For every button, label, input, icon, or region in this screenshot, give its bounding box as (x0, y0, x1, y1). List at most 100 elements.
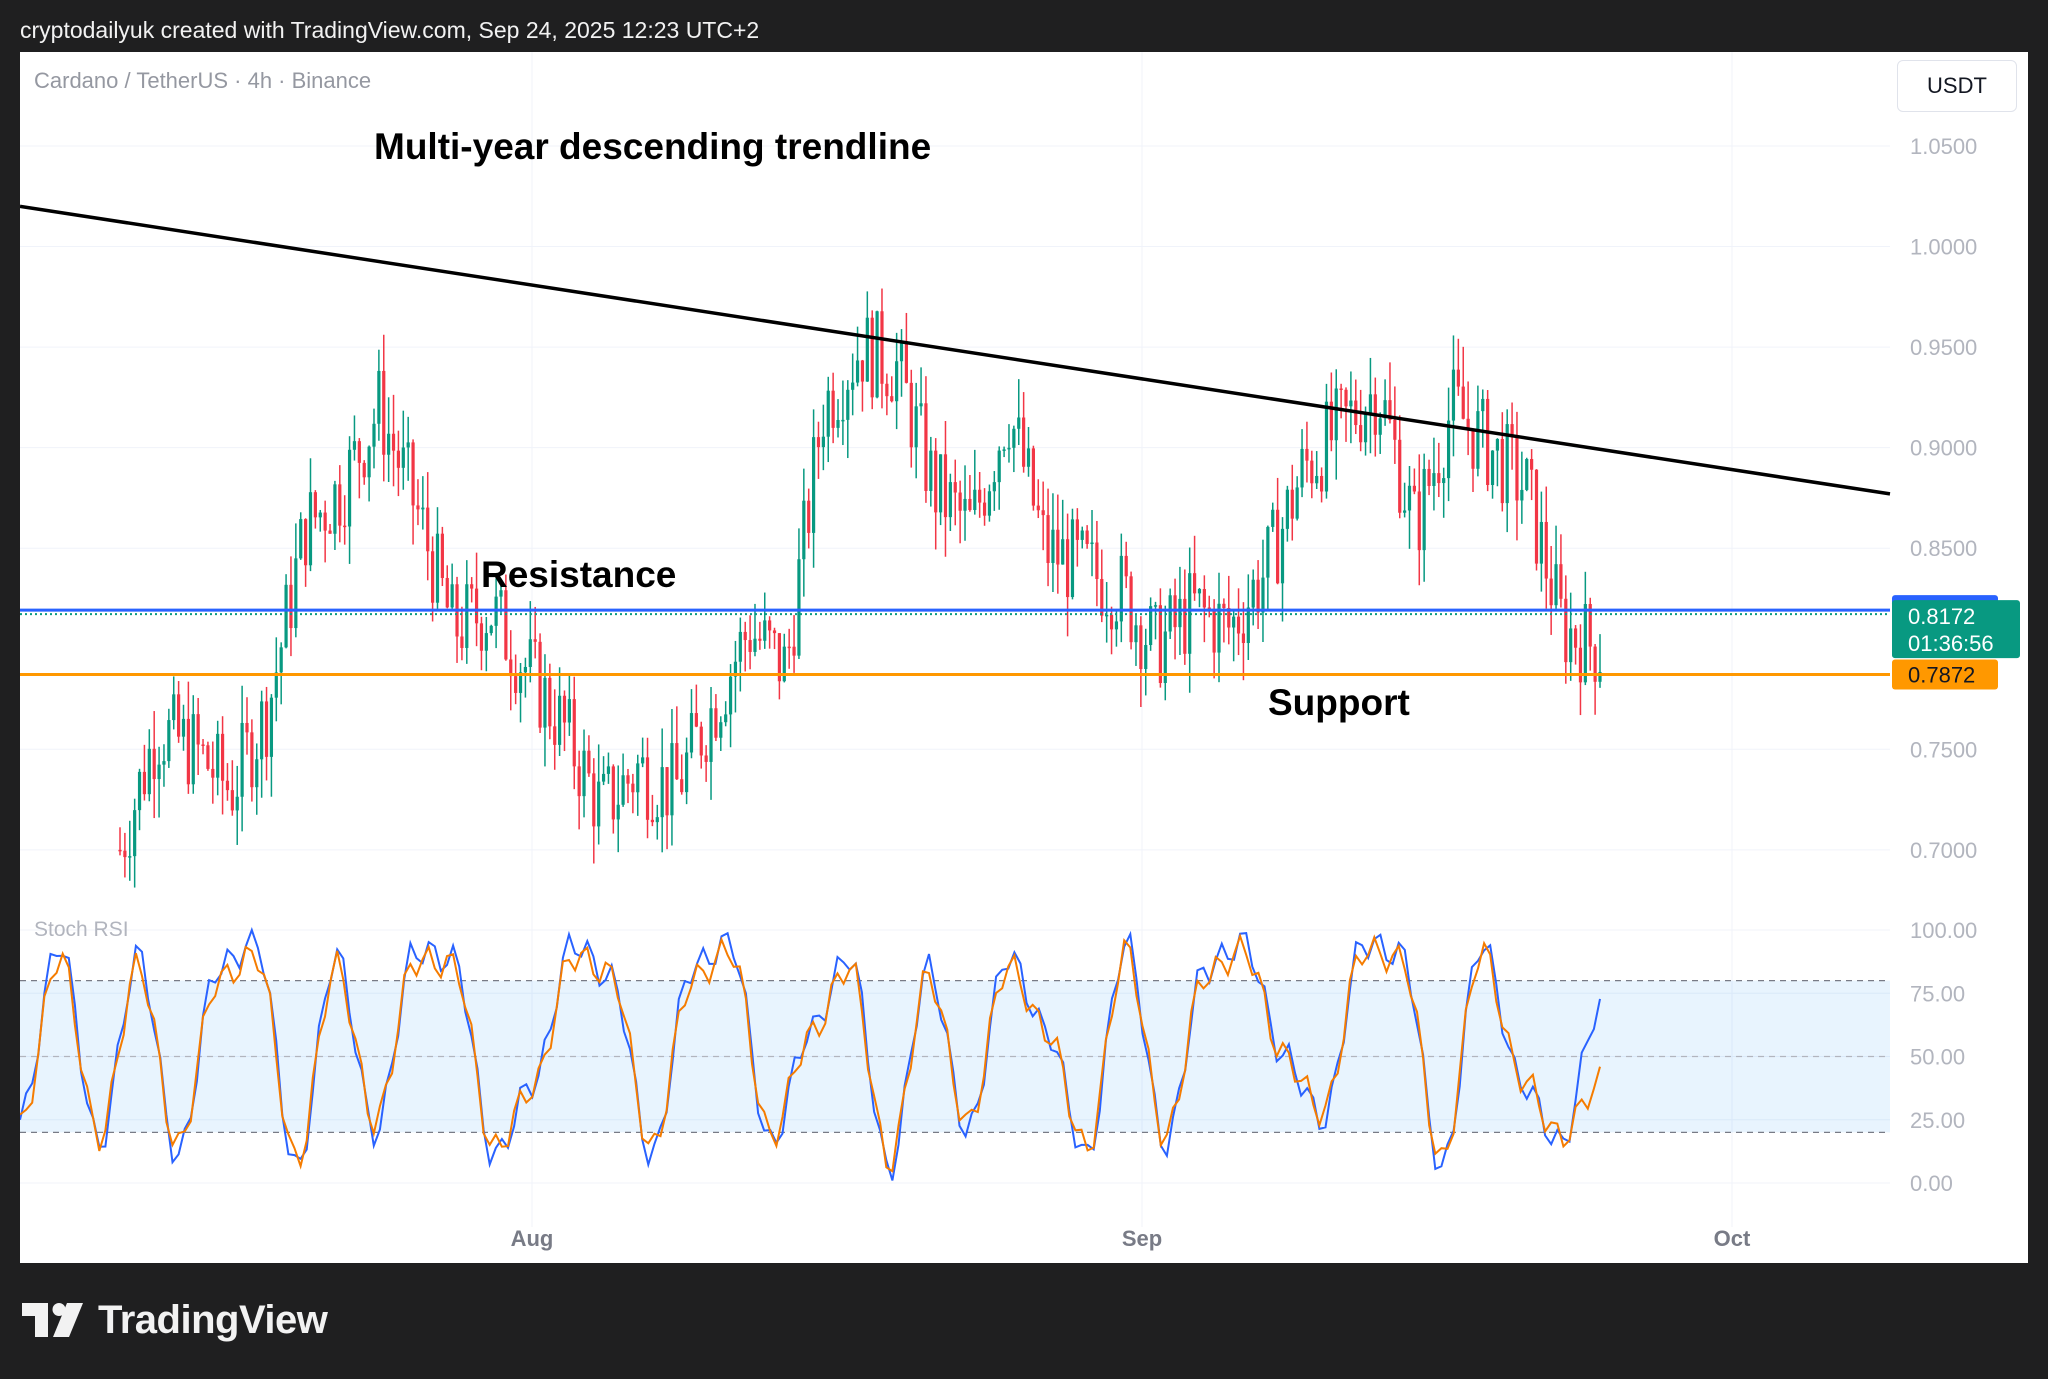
candle (665, 766, 669, 850)
x-axis-label-sep: Sep (1122, 1226, 1162, 1251)
x-axis-label-oct: Oct (1714, 1226, 1751, 1251)
candle (572, 676, 576, 790)
candle (489, 624, 493, 636)
candle (558, 667, 562, 757)
candle (411, 439, 415, 545)
candle (1124, 541, 1128, 589)
chart-canvas[interactable]: Stoch RSI 1.0500 1.0000 0.9500 0.9000 0.8500… (20, 52, 2028, 1263)
candle (1432, 437, 1436, 511)
candle (719, 716, 723, 751)
trendline-annotation: Multi-year descending trendline (374, 126, 932, 167)
candle (1564, 575, 1568, 684)
candle (1017, 379, 1021, 446)
candle (880, 288, 884, 409)
candle (1481, 389, 1485, 448)
candle (1183, 569, 1187, 665)
symbol-label: Cardano / TetherUS · 4h · Binance (34, 68, 372, 93)
candle (128, 820, 132, 881)
candle (382, 334, 386, 482)
candle (479, 616, 484, 671)
candle (1095, 520, 1099, 607)
candle (181, 704, 186, 751)
candle (133, 798, 137, 888)
candle (1324, 383, 1329, 499)
candle (289, 556, 293, 657)
candle (172, 676, 176, 730)
candle (1490, 450, 1495, 499)
candle (431, 536, 435, 622)
stoch-tick-label: 50.00 (1910, 1045, 1965, 1070)
candle (455, 576, 459, 663)
candle (470, 577, 474, 603)
candle (1222, 598, 1226, 643)
support-annotation: Support (1268, 682, 1410, 723)
stoch-tick-label: 0.00 (1910, 1171, 1953, 1196)
candle (323, 500, 327, 563)
candle (914, 382, 918, 479)
candle (826, 376, 830, 463)
candle (1339, 383, 1343, 419)
candle (1153, 601, 1158, 640)
candle (460, 606, 464, 661)
candle (1412, 468, 1416, 495)
candle (807, 488, 811, 549)
candle (660, 728, 664, 853)
candle (924, 376, 928, 503)
candle (641, 737, 645, 768)
candle (919, 367, 923, 416)
price-tick-label: 0.8500 (1910, 536, 1977, 561)
candle (1500, 412, 1504, 512)
candle (318, 509, 322, 532)
candle (1525, 457, 1529, 492)
candle (1251, 569, 1255, 626)
support-price-label: 0.7872 (1908, 662, 1975, 687)
candle (1461, 346, 1465, 420)
candle (1236, 588, 1241, 656)
trendline (20, 204, 1891, 496)
last-price-box (1892, 600, 2020, 659)
candle (562, 690, 567, 752)
currency-button[interactable]: USDT (1897, 60, 2017, 112)
price-tick-label: 1.0500 (1910, 134, 1977, 159)
candle (636, 754, 640, 816)
candle (1354, 379, 1358, 435)
candle (689, 689, 694, 759)
candle (743, 621, 747, 672)
candle (763, 592, 767, 649)
candle (377, 349, 381, 441)
candle (543, 654, 547, 767)
candle (362, 460, 366, 485)
candle (523, 657, 528, 698)
candle (1241, 602, 1246, 681)
candle (1520, 451, 1524, 524)
candle (997, 446, 1001, 510)
candle (655, 804, 659, 840)
candle (118, 827, 122, 856)
support-price-label-box (1892, 659, 1998, 690)
candles (118, 288, 1602, 888)
chart-panel[interactable]: Stoch RSI 1.0500 1.0000 0.9500 0.9000 0.8500… (20, 52, 2028, 1263)
candle (943, 420, 948, 557)
candle (206, 741, 210, 771)
candle (308, 458, 313, 572)
candle (851, 353, 855, 416)
candle (343, 495, 347, 545)
candle (792, 615, 796, 673)
candle (1515, 411, 1519, 541)
candle (968, 475, 972, 512)
candle (831, 372, 835, 444)
candle (1002, 446, 1006, 458)
candle (333, 480, 337, 550)
candle (1173, 578, 1177, 660)
candle (592, 758, 596, 864)
candle (909, 369, 913, 468)
stoch-indicator-label: Stoch RSI (34, 918, 129, 941)
candle (577, 750, 581, 830)
candle (230, 760, 234, 816)
candle (1417, 454, 1421, 586)
candle (387, 397, 391, 482)
candle (445, 565, 449, 609)
price-tick-label: 0.7500 (1910, 737, 1977, 762)
candle (963, 465, 967, 541)
candle (274, 637, 278, 722)
